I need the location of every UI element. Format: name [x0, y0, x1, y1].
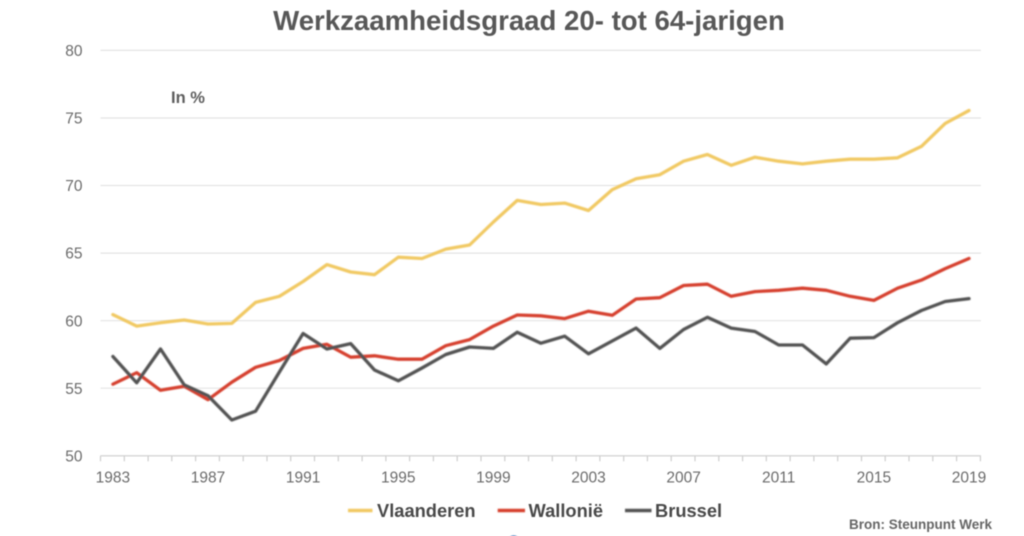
svg-text:80: 80	[65, 43, 83, 60]
svg-text:70: 70	[65, 178, 83, 195]
svg-text:1991: 1991	[286, 469, 320, 486]
svg-text:50: 50	[65, 448, 83, 465]
svg-text:55: 55	[65, 381, 82, 398]
svg-text:Wallonië: Wallonië	[529, 500, 603, 521]
svg-text:75: 75	[65, 111, 82, 128]
svg-text:2007: 2007	[666, 469, 700, 486]
svg-text:1987: 1987	[191, 469, 225, 486]
svg-text:Brussel: Brussel	[655, 500, 722, 521]
svg-text:2011: 2011	[762, 469, 795, 486]
svg-text:65: 65	[65, 246, 82, 263]
svg-text:1995: 1995	[381, 469, 415, 486]
svg-text:2003: 2003	[571, 469, 605, 486]
svg-text:Vlaanderen: Vlaanderen	[377, 500, 476, 521]
svg-text:In %: In %	[171, 89, 205, 107]
svg-text:2019: 2019	[952, 469, 986, 486]
svg-text:2015: 2015	[857, 469, 891, 486]
svg-text:Werkzaamheidsgraad 20- tot 64-: Werkzaamheidsgraad 20- tot 64-jarigen	[273, 5, 785, 36]
svg-text:60: 60	[65, 313, 83, 330]
svg-text:Bron: Steunpunt Werk: Bron: Steunpunt Werk	[849, 517, 992, 532]
svg-text:1983: 1983	[96, 469, 130, 486]
svg-text:1999: 1999	[476, 469, 510, 486]
